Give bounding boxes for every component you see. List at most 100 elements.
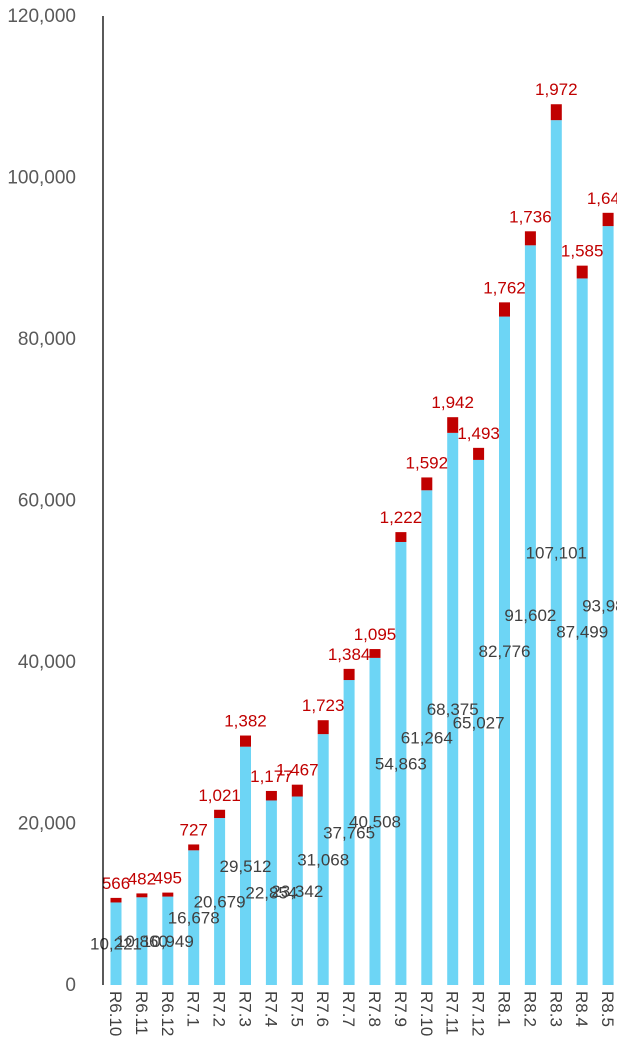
bar-segment-b (395, 532, 407, 542)
bar-segment-b (240, 735, 251, 747)
x-tick-label: R8.4 (572, 991, 591, 1027)
y-tick-label: 120,000 (7, 6, 76, 27)
data-label-a: 68,375 (427, 700, 479, 719)
data-label-a: 65,027 (453, 713, 505, 732)
bar-segment-b (369, 649, 381, 658)
data-label-b: 727 (180, 820, 208, 839)
data-label-b: 1,942 (431, 393, 474, 412)
data-label-b: 1,585 (561, 242, 604, 261)
x-tick-label: R7.6 (313, 991, 332, 1027)
bar-segment-b (343, 668, 355, 681)
bar-segment-a (343, 680, 355, 985)
x-tick-label: R7.1 (184, 991, 203, 1027)
bar-segment-a (214, 818, 226, 985)
bar-segment-b (447, 417, 459, 433)
x-tick-label: R7.2 (210, 991, 229, 1027)
bar-segment-b (421, 477, 433, 491)
bar-segment-b (473, 447, 485, 460)
data-label-a: 93,981 (582, 597, 617, 616)
x-tick-label: R7.4 (261, 991, 280, 1027)
bar-segment-a (136, 897, 148, 985)
data-label-a: 22,854 (245, 884, 297, 903)
bar-segment-b (499, 302, 510, 317)
y-tick-label: 20,000 (18, 814, 76, 835)
x-tick-label: R8.2 (520, 991, 539, 1027)
x-tick-label: R8.3 (546, 991, 565, 1027)
bar-segment-b (110, 897, 122, 903)
y-tick-label: 40,000 (18, 652, 76, 673)
bar-segment-a (291, 796, 303, 985)
x-tick-label: R6.10 (106, 991, 125, 1036)
x-tick-label: R7.7 (339, 991, 358, 1027)
data-label-b: 1,384 (328, 645, 371, 664)
y-axis: 0 20,000 40,000 60,000 80,000 100,000 120,000 (7, 6, 104, 996)
data-label-a: 37,765 (323, 824, 375, 843)
bar-segment-b (136, 893, 148, 898)
data-label-a: 40,508 (349, 812, 401, 831)
data-label-b: 495 (154, 869, 182, 888)
bar-segment-a (240, 746, 251, 985)
data-label-b: 482 (128, 869, 156, 888)
bar-segment-b (550, 104, 562, 121)
bar-segment-a (369, 657, 381, 985)
data-label-b: 1,021 (198, 786, 241, 805)
data-label-a: 87,499 (556, 623, 608, 642)
bar-segment-b (602, 212, 614, 227)
bar-segment-a (188, 850, 200, 985)
bar-segment-b (317, 720, 329, 735)
bar-segment-b (214, 809, 226, 819)
bar-segment-b (162, 892, 174, 897)
data-label-a: 16,678 (168, 909, 220, 928)
bar-segment-a (110, 902, 122, 985)
x-tick-label: R7.5 (287, 991, 306, 1027)
data-label-b: 566 (102, 874, 130, 893)
bar-segment-a (499, 316, 510, 985)
bar-segment-a (447, 432, 459, 985)
data-label-a: 20,679 (194, 893, 246, 912)
y-tick-label: 60,000 (18, 491, 76, 512)
y-tick-label: 0 (65, 975, 76, 996)
data-labels: 10,22156610,86048210,94949516,67872720,6… (90, 80, 617, 953)
y-tick-label: 80,000 (18, 329, 76, 350)
x-tick-label: R6.12 (158, 991, 177, 1036)
x-tick-label: R6.11 (132, 991, 151, 1035)
x-axis: R6.10 R6.11 R6.12 R7.1 R7.2 R7.3 R7.4 R7.5 R7.6 R… (106, 991, 617, 1036)
data-label-b: 1,972 (535, 80, 578, 99)
data-label-b: 1,382 (224, 712, 267, 731)
y-tick-label: 100,000 (7, 168, 76, 189)
data-label-a: 10,949 (142, 932, 194, 951)
bar-segment-a (576, 278, 588, 986)
data-label-a: 61,264 (401, 729, 453, 748)
x-tick-label: R7.8 (365, 991, 384, 1027)
bar-segment-a (473, 459, 485, 985)
bar-segment-b (265, 790, 277, 801)
x-tick-label: R7.9 (391, 991, 410, 1027)
data-label-a: 31,068 (297, 851, 349, 870)
bar-segment-a (524, 245, 536, 985)
bar-segment-b (291, 784, 303, 797)
data-label-b: 1,222 (380, 508, 423, 527)
data-label-b: 1,646 (587, 189, 617, 208)
x-tick-label: R8.5 (598, 991, 617, 1027)
data-label-b: 1,467 (276, 761, 319, 780)
bar-segment-b (188, 844, 200, 851)
bar-segment-b (576, 265, 588, 279)
bar-segment-a (602, 226, 614, 986)
x-tick-label: R7.11 (443, 991, 462, 1035)
data-label-b: 1,095 (354, 625, 397, 644)
bar-segment-a (317, 734, 329, 985)
data-label-b: 1,177 (250, 767, 293, 786)
bar-segment-a (265, 800, 277, 985)
data-label-a: 91,602 (504, 606, 556, 625)
data-label-a: 29,512 (220, 857, 272, 876)
data-label-b: 1,762 (483, 278, 526, 297)
data-label-a: 107,101 (526, 544, 587, 563)
data-label-a: 10,860 (116, 932, 168, 951)
x-tick-label: R7.10 (417, 991, 436, 1036)
data-label-b: 1,736 (509, 207, 552, 226)
data-label-a: 82,776 (479, 642, 531, 661)
bar-segment-a (162, 896, 174, 985)
x-tick-label: R7.3 (236, 991, 255, 1027)
bar-segment-a (550, 120, 562, 985)
